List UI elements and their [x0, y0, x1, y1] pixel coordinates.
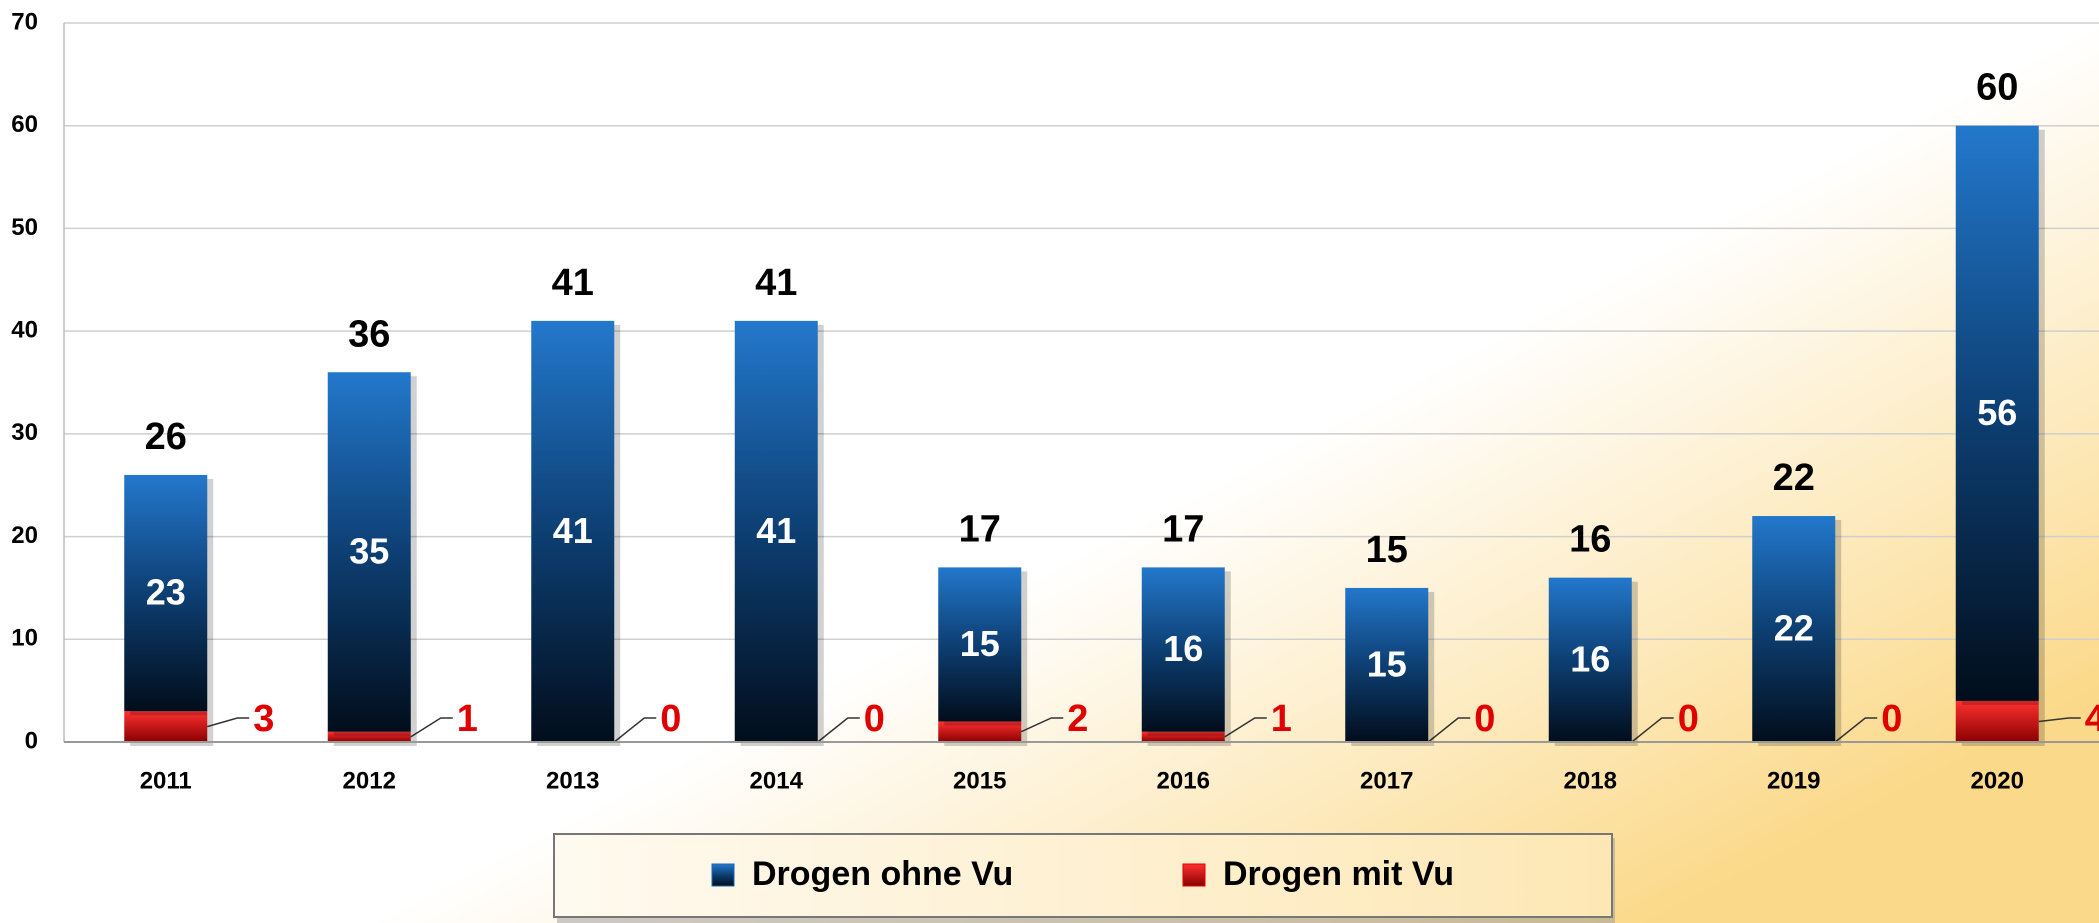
bar-segment [327, 372, 411, 732]
total-label: 41 [552, 262, 594, 304]
y-tick-label: 10 [11, 625, 38, 652]
leader-line [817, 717, 860, 743]
x-tick-label: 2016 [1157, 767, 1210, 794]
data-label: 16 [1570, 638, 1610, 679]
data-label: 35 [349, 530, 389, 571]
total-label: 26 [145, 416, 187, 458]
leader-line [207, 717, 250, 728]
leader-line [1020, 717, 1064, 733]
leader-line [1631, 717, 1674, 743]
y-tick-label: 70 [11, 8, 38, 35]
data-label: 3 [253, 698, 274, 740]
data-label: 15 [1367, 643, 1407, 684]
bar-segment [1141, 731, 1225, 742]
y-tick-label: 20 [11, 522, 38, 549]
legend-swatch [711, 863, 735, 887]
x-tick-label: 2020 [1971, 767, 2024, 794]
data-label: 16 [1163, 628, 1203, 669]
bar-segment [124, 474, 208, 712]
bar-segment [1345, 587, 1429, 742]
total-label: 36 [348, 313, 390, 355]
data-label: 0 [1881, 698, 1902, 740]
data-label: 0 [1474, 698, 1495, 740]
data-label: 23 [146, 572, 186, 613]
y-tick-label: 50 [11, 214, 38, 241]
total-label: 15 [1366, 529, 1408, 571]
bar-segment [734, 320, 818, 742]
bar-segment [938, 567, 1022, 722]
bar-segment [531, 320, 615, 742]
x-tick-label: 2018 [1564, 767, 1617, 794]
x-tick-label: 2015 [953, 767, 1006, 794]
data-label: 1 [457, 698, 478, 740]
bar-segment [1548, 577, 1632, 742]
data-label: 1 [1271, 698, 1292, 740]
x-tick-label: 2019 [1767, 767, 1820, 794]
data-label: 15 [960, 623, 1000, 664]
bar-segment [1955, 700, 2039, 742]
total-label: 16 [1569, 519, 1611, 561]
y-tick-label: 60 [11, 111, 38, 138]
y-tick-label: 0 [25, 727, 38, 754]
bar-segment [327, 731, 411, 742]
data-label: 2 [1067, 698, 1088, 740]
leader-line [410, 717, 453, 738]
data-label: 41 [756, 510, 796, 551]
legend-swatch [1182, 863, 1206, 887]
bar-segment [1141, 567, 1225, 732]
data-label: 56 [1977, 392, 2017, 433]
total-label: 17 [1162, 508, 1204, 550]
bar-segment [1955, 125, 2039, 701]
legend-label: Drogen mit Vu [1223, 855, 1454, 893]
x-tick-label: 2011 [140, 767, 192, 794]
legend-label: Drogen ohne Vu [752, 855, 1013, 893]
x-tick-label: 2012 [343, 767, 396, 794]
bar-segment [938, 721, 1022, 742]
y-tick-label: 30 [11, 419, 38, 446]
x-tick-label: 2013 [546, 767, 599, 794]
bar-segment [1752, 516, 1836, 742]
data-label: 22 [1774, 608, 1814, 649]
data-label: 0 [660, 698, 681, 740]
data-label: 41 [553, 510, 593, 551]
total-label: 60 [1976, 67, 2018, 109]
data-label: 0 [864, 698, 885, 740]
leader-line [2038, 717, 2081, 723]
leader-line [613, 717, 657, 743]
total-label: 22 [1773, 457, 1815, 499]
x-tick-label: 2017 [1360, 767, 1413, 794]
bar-segment [124, 711, 208, 742]
total-label: 41 [755, 262, 797, 304]
x-tick-label: 2014 [750, 767, 804, 794]
total-label: 17 [959, 508, 1001, 550]
leader-line [1427, 717, 1471, 743]
y-tick-label: 40 [11, 316, 38, 343]
data-label: 4 [2085, 698, 2099, 740]
leader-line [1834, 717, 1878, 743]
leader-line [1224, 717, 1267, 738]
data-label: 0 [1678, 698, 1699, 740]
